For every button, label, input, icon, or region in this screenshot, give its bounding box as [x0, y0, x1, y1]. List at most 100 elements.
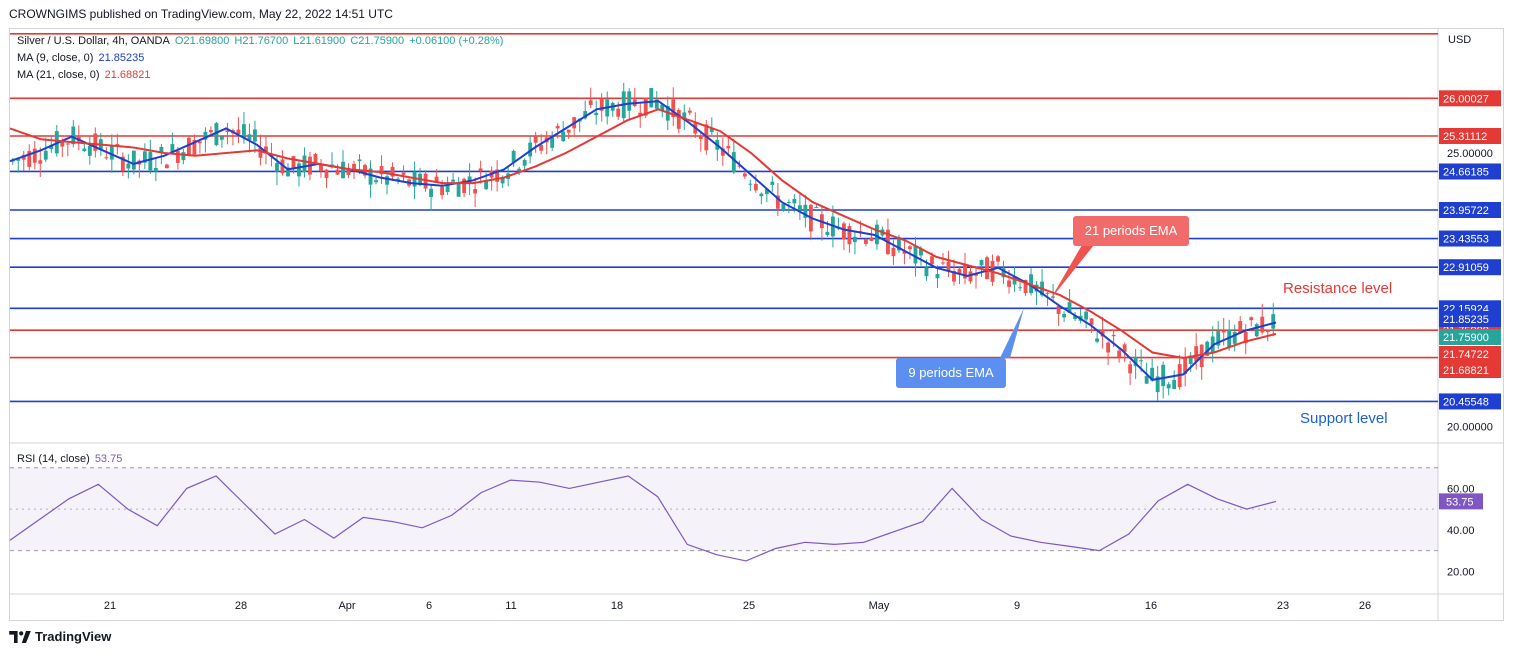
candle-body: [142, 151, 147, 163]
candle-body: [401, 172, 406, 175]
time-axis: 21 28 Apr 6 11 18 25 May 9 16 23 26: [104, 600, 1371, 612]
candle-body: [863, 239, 868, 244]
candle-body: [1188, 355, 1193, 364]
candle-body: [599, 98, 604, 111]
candle-body: [1100, 329, 1105, 337]
candle-body: [319, 164, 323, 171]
candle-body: [302, 155, 307, 173]
candle-body: [170, 144, 175, 153]
candle-body: [87, 145, 92, 156]
candle-body: [726, 145, 731, 149]
candle-body: [247, 134, 252, 140]
candle-body: [957, 268, 962, 274]
rsi-tick-label: 20.00: [1447, 566, 1475, 578]
rsi-value: 53.75: [94, 453, 123, 465]
level-tag: [1439, 259, 1501, 276]
candle-body: [1216, 331, 1221, 346]
candle-body: [197, 141, 202, 144]
candle-body: [164, 164, 169, 169]
candle-body: [1133, 356, 1138, 367]
candle-body: [698, 135, 703, 140]
candle-body: [1243, 332, 1248, 344]
candle-body: [484, 181, 489, 190]
candle-body: [76, 135, 81, 142]
level-tag-text: 20.45548: [1443, 396, 1489, 408]
ma9-label: MA (9, close, 0): [17, 52, 94, 64]
candle-body: [181, 152, 186, 161]
candle-body: [627, 91, 632, 111]
candle-body: [1194, 346, 1199, 362]
candle-body: [753, 183, 758, 191]
candle-body: [473, 189, 478, 194]
candle-body: [616, 108, 621, 117]
candle-body: [38, 160, 43, 164]
candle-body: [93, 133, 98, 151]
x-tick-label: 16: [1145, 600, 1157, 612]
tradingview-brand: TradingView: [35, 629, 112, 644]
chart-frame[interactable]: [9, 28, 1504, 621]
candle-body: [1271, 314, 1276, 329]
ma9-legend[interactable]: MA (9, close, 0) 21.85235: [17, 52, 146, 64]
candle-body: [1155, 376, 1160, 393]
level-tag: [1439, 90, 1501, 107]
rsi-pane: [9, 467, 1438, 562]
y-tick-label: 20.00000: [1447, 421, 1493, 433]
candle-body: [65, 143, 70, 145]
candle-body: [522, 159, 527, 166]
candle-body: [671, 99, 676, 118]
rsi-legend[interactable]: RSI (14, close) 53.75: [17, 453, 124, 465]
candle-body: [1051, 296, 1056, 298]
candle-body: [1254, 324, 1259, 337]
candle-body: [682, 112, 687, 120]
candle-body: [869, 237, 874, 241]
x-tick-label: 23: [1277, 600, 1289, 612]
candle-body: [930, 256, 934, 265]
price-tag: [1439, 311, 1501, 327]
candle-body: [979, 260, 984, 266]
candle-body: [352, 163, 356, 171]
rsi-value-tag-text: 53.75: [1446, 496, 1474, 508]
horizontal-levels: [10, 33, 1438, 403]
ohlc-change: +0.06100 (+0.28%): [409, 35, 504, 47]
price-tag-text: 21.68821: [1443, 365, 1489, 377]
candle-body: [1227, 329, 1232, 348]
candle-body: [748, 183, 753, 185]
candle-body: [720, 148, 725, 156]
ema21-callout-text: 21 periods EMA: [1085, 223, 1178, 238]
support-label: Support level: [1300, 410, 1388, 427]
candle-body: [390, 166, 395, 177]
candle-body: [511, 150, 516, 163]
symbol-name: Silver / U.S. Dollar, 4h, OANDA: [17, 35, 170, 47]
candle-body: [451, 179, 456, 182]
candle-body: [43, 150, 48, 160]
candle-body: [286, 167, 290, 177]
price-tag-text: 21.75900: [1443, 332, 1489, 344]
candle-body: [379, 166, 384, 175]
candle-body: [346, 167, 351, 176]
candle-body: [445, 184, 450, 193]
candle-body: [654, 99, 659, 109]
ma21-value: 21.68821: [104, 69, 151, 81]
candle-body: [440, 186, 445, 196]
candle-body: [434, 176, 439, 183]
candle-body: [1007, 280, 1011, 287]
candle-body: [566, 129, 571, 133]
candle-body: [115, 144, 120, 146]
x-tick-label: May: [869, 600, 890, 612]
candle-body: [539, 144, 544, 151]
candle-body: [1260, 316, 1265, 333]
candle-body: [952, 271, 956, 282]
candle-body: [500, 177, 505, 184]
candle-body: [120, 156, 125, 172]
ma21-legend[interactable]: MA (21, close, 0) 21.68821: [17, 69, 153, 81]
candle-body: [253, 129, 257, 142]
candle-body: [236, 129, 241, 135]
candle-body: [335, 169, 340, 175]
candle-body: [1172, 379, 1177, 389]
candle-body: [709, 127, 714, 133]
candle-body: [550, 137, 555, 148]
tradingview-logo[interactable]: TradingView: [9, 629, 111, 644]
candle-body: [847, 226, 852, 245]
candle-body: [1029, 274, 1033, 294]
